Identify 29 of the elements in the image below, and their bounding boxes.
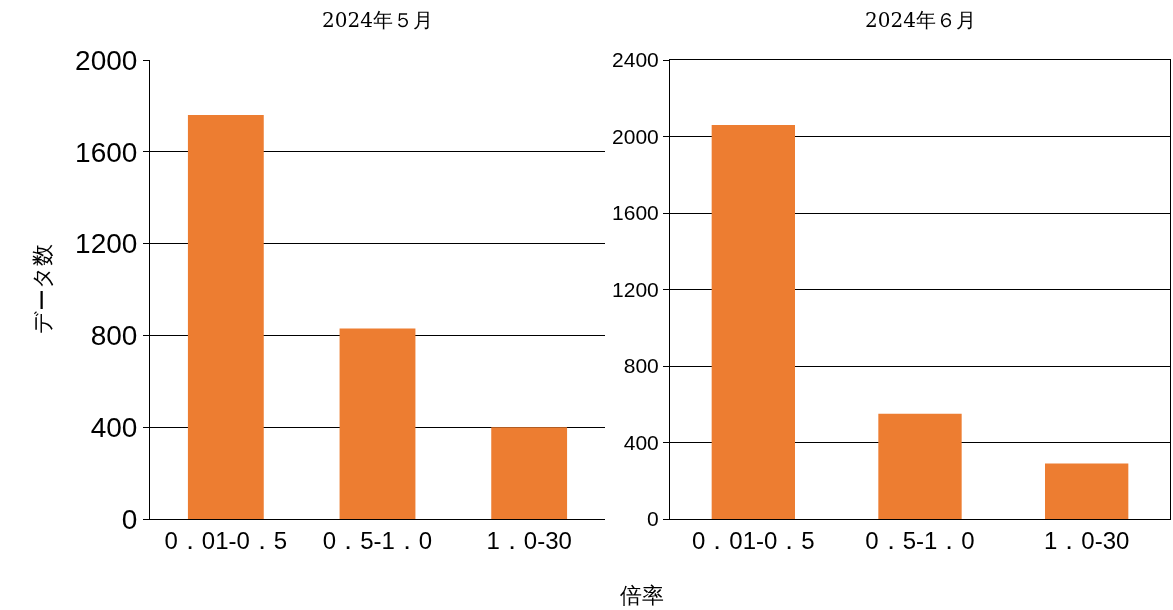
bar [187,115,264,519]
x-tick-label: 0．5-1．0 [865,526,975,554]
chart-title: 2024年６月 [865,8,976,32]
chart-title: 2024年５月 [322,8,433,32]
y-tick-label: 1200 [75,228,138,260]
x-tick-label: 0．5-1．0 [322,526,433,554]
y-tick-label: 0 [647,507,659,531]
y-tick-label: 1600 [75,136,138,168]
y-tick-label: 2400 [612,48,659,72]
y-tick-label: 2000 [612,124,659,148]
bar [491,427,568,519]
bar [711,125,795,519]
y-tick-label: 0 [121,503,138,535]
y-tick-label: 1200 [612,277,659,301]
x-axis-title: 倍率 [620,583,664,608]
bar [878,413,962,519]
y-tick-label: 400 [90,412,138,443]
x-tick-label: 1．0-30 [1043,526,1130,554]
y-axis-title: データ数 [30,244,55,334]
x-tick-label: 0．01-0．5 [164,526,288,554]
y-tick-label: 800 [623,354,659,378]
y-tick-label: 2000 [75,44,138,76]
bar [339,328,416,519]
y-tick-label: 800 [90,320,138,352]
bar [1045,463,1129,519]
y-tick-label: 1600 [612,201,659,225]
x-tick-label: 1．0-30 [486,526,572,554]
x-tick-label: 0．01-0．5 [691,526,815,554]
y-tick-label: 400 [623,430,659,454]
